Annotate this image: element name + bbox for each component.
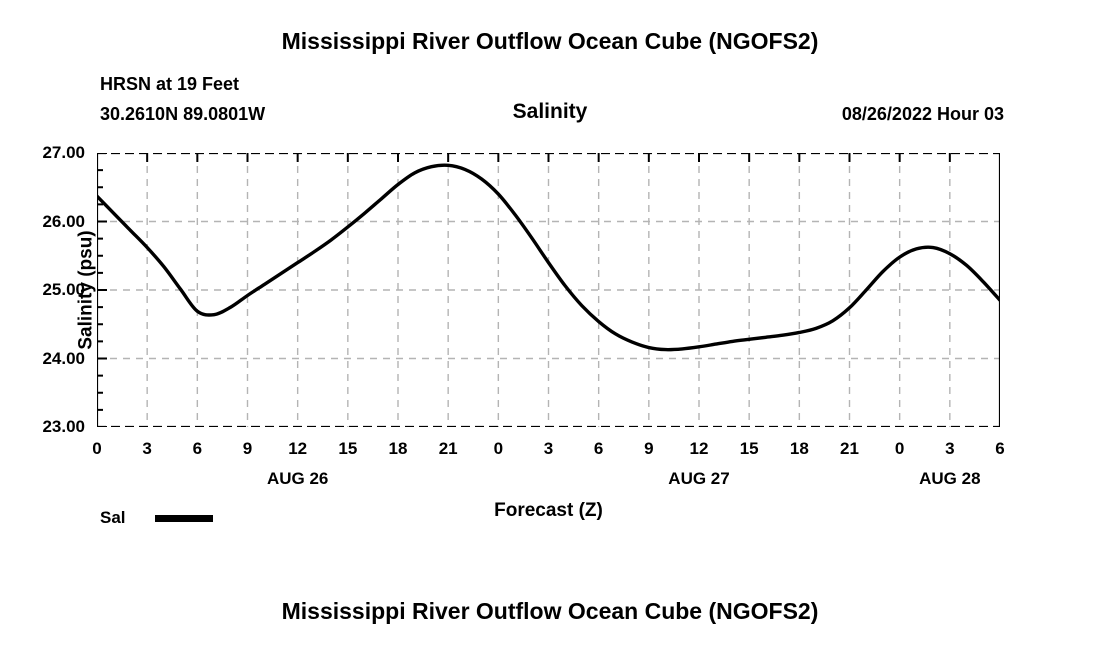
page-footer-title: Mississippi River Outflow Ocean Cube (NG… <box>281 598 819 624</box>
y-tick-label: 25.00 <box>42 280 85 299</box>
y-tick-label: 23.00 <box>42 417 85 436</box>
x-tick-label: 9 <box>644 439 654 458</box>
coordinates-label: 30.2610N 89.0801W <box>100 104 266 124</box>
chart-legend: Sal <box>100 508 213 528</box>
x-tick-label: 18 <box>789 439 809 458</box>
page-title: Mississippi River Outflow Ocean Cube (NG… <box>281 28 819 54</box>
y-tick-label: 26.00 <box>42 211 85 231</box>
salinity-line-chart <box>97 153 1000 427</box>
x-axis-day-label: AUG 28 <box>919 469 981 488</box>
y-tick-label: 24.00 <box>42 348 85 368</box>
legend-swatch-sal <box>155 514 213 522</box>
chart-subtitle: Salinity <box>512 100 588 123</box>
x-tick-label: 18 <box>388 439 408 458</box>
y-tick-label: 27.00 <box>42 143 85 162</box>
x-tick-label: 0 <box>92 439 102 458</box>
x-axis-day-label: AUG 27 <box>668 469 730 488</box>
x-tick-label: 21 <box>438 439 458 458</box>
legend-label-sal: Sal <box>100 508 126 527</box>
x-tick-label: 0 <box>894 439 905 458</box>
x-tick-label: 9 <box>242 439 253 458</box>
x-tick-label: 15 <box>338 439 358 458</box>
x-tick-label: 0 <box>493 439 504 458</box>
x-tick-label: 12 <box>689 439 709 458</box>
station-label: HRSN at 19 Feet <box>100 74 240 94</box>
plot-area: Salinity (psu) 27.00 26.00 25.00 24.00 23.00… <box>42 143 1004 521</box>
x-tick-label: 6 <box>192 439 203 458</box>
x-axis-title: Forecast (Z) <box>494 500 603 521</box>
model-run-timestamp: 08/26/2022 Hour 03 <box>841 104 1004 124</box>
x-tick-label: 6 <box>593 439 604 458</box>
x-tick-label: 21 <box>840 439 859 458</box>
x-tick-label: 3 <box>543 439 554 458</box>
x-tick-label: 6 <box>995 439 1005 458</box>
x-tick-label: 15 <box>739 439 759 458</box>
x-axis-day-label: AUG 26 <box>266 469 329 488</box>
x-tick-label: 3 <box>945 439 955 458</box>
x-tick-label: 12 <box>288 439 308 458</box>
x-tick-label: 3 <box>142 439 152 458</box>
